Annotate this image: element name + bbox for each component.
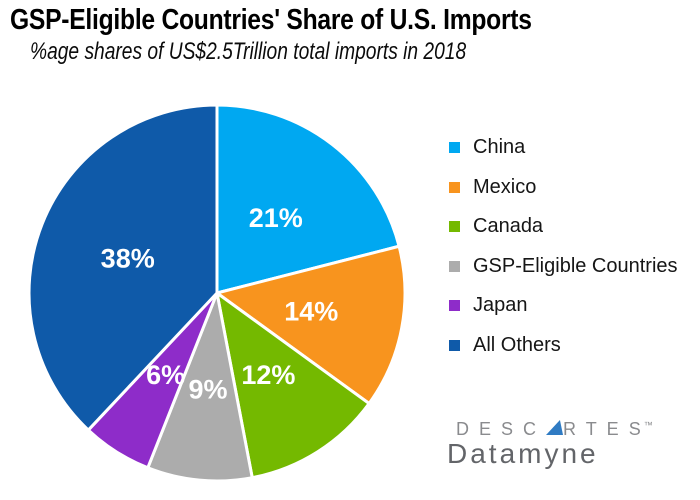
legend-item-mexico: Mexico — [449, 168, 678, 208]
descartes-triangle-icon — [546, 420, 564, 435]
pie-slice-canada — [215, 291, 371, 480]
chart-subtitle: %age shares of US$2.5Trillion total impo… — [30, 38, 467, 65]
legend-swatch-mexico — [449, 181, 460, 193]
pie-chart-area: 21% 14% 12% 9% 6% 38% — [0, 95, 440, 495]
legend-item-all-others: All Others — [449, 326, 678, 366]
legend-swatch-japan — [449, 300, 460, 312]
legend: China Mexico Canada GSP-Eligible Countries J… — [449, 128, 678, 365]
legend-swatch-gsp-eligible-countries — [449, 260, 460, 272]
slice-label-mexico: 14% — [284, 297, 338, 327]
logo-brand-prefix: DESC — [456, 419, 547, 439]
legend-label-all-others: All Others — [473, 333, 561, 356]
legend-item-china: China — [449, 128, 678, 168]
logo-brand-suffix: RTES — [563, 419, 651, 439]
datamyne-logo-text: Datamyne — [447, 438, 599, 469]
legend-swatch-china — [449, 142, 460, 154]
legend-item-canada: Canada — [449, 207, 678, 247]
slice-label-canada: 12% — [241, 360, 295, 390]
descartes-logo: DESC RTES™ — [456, 419, 653, 440]
legend-swatch-canada — [449, 221, 460, 233]
pie-slice-mexico — [215, 244, 407, 405]
legend-label-china: China — [473, 136, 526, 159]
legend-label-canada: Canada — [473, 215, 544, 238]
slice-label-all-others: 38% — [101, 243, 155, 273]
pie-slice-gsp-eligible-countries — [146, 291, 254, 483]
trademark-symbol: ™ — [643, 420, 653, 430]
legend-swatch-all-others — [449, 339, 460, 351]
slice-label-japan: 6% — [146, 360, 185, 390]
legend-item-gsp-eligible-countries: GSP-Eligible Countries — [449, 247, 678, 287]
pie-slice-all-others — [27, 103, 219, 432]
legend-label-gsp-eligible-countries: GSP-Eligible Countries — [473, 254, 678, 277]
pie-slice-china — [215, 103, 401, 295]
legend-label-japan: Japan — [473, 294, 528, 317]
legend-item-japan: Japan — [449, 286, 678, 326]
slice-label-china: 21% — [249, 203, 303, 233]
slice-label-gsp-eligible-countries: 9% — [188, 374, 227, 404]
chart-title: GSP-Eligible Countries' Share of U.S. Im… — [10, 4, 532, 36]
pie-chart: 21% 14% 12% 9%6% 38% — [27, 103, 407, 483]
legend-label-mexico: Mexico — [473, 175, 537, 198]
